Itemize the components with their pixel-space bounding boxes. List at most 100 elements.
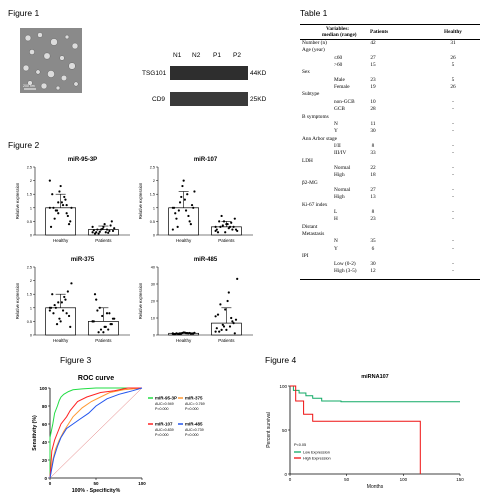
x-tick-label: 50 [93, 481, 99, 486]
y-tick-label: 1 [30, 206, 32, 210]
table-cell-label: Ann Arbor stage [302, 135, 338, 142]
data-point [113, 227, 116, 230]
table-cell-healthy: - [452, 98, 454, 105]
figure1-title: Figure 1 [8, 8, 40, 18]
table-cell-healthy: - [452, 245, 454, 252]
data-point [218, 330, 221, 333]
data-point [66, 214, 69, 218]
table-cell-label: Sex [302, 69, 310, 76]
x-tick-label: 150 [456, 477, 464, 482]
data-point [109, 323, 112, 326]
table-row: Distant [300, 224, 480, 231]
y-tick-label: 20 [151, 300, 155, 304]
data-point [57, 201, 60, 204]
data-point [236, 277, 239, 280]
data-point [234, 228, 238, 231]
table-row: High (3-5) 12 - [300, 268, 480, 275]
data-point [192, 332, 195, 335]
x-tick-label: Patients [218, 238, 235, 243]
data-point [221, 224, 224, 227]
y-tick-label: 2.5 [27, 266, 32, 270]
data-point [177, 332, 180, 336]
data-point [111, 229, 115, 233]
data-point [233, 332, 236, 335]
legend-auc: AUC= 0.769 [185, 402, 205, 406]
table-cell-label: High [334, 194, 345, 201]
x-tick-label: Patients [95, 238, 112, 243]
chart-title: miR-375 [71, 257, 95, 263]
chart-title: miR-485 [194, 257, 218, 263]
data-point [219, 225, 222, 228]
table-cell-patients: 42 [370, 40, 376, 46]
y-tick-label: 1.5 [27, 193, 32, 197]
table-cell-label: Subtype [302, 91, 320, 98]
figure4-survival-chart: miRNA107 0 50 100 0 50 100 150 Months Percent sur… [266, 374, 464, 490]
western-blot: N1 N2 P1 P2 TSG101 44KD CD9 25KD [140, 52, 266, 112]
y-tick-label: 0 [30, 234, 32, 238]
table-cell-label: Ki-67 index [302, 201, 328, 208]
table-cell-label: High (3-5) [334, 267, 357, 274]
data-point [102, 331, 105, 334]
table-cell-healthy: - [452, 120, 454, 127]
table-cell-patients: 19 [370, 84, 376, 91]
data-point [175, 332, 178, 335]
data-point [101, 314, 104, 318]
protein-label-cd9: CD9 [152, 96, 166, 103]
data-point [95, 231, 98, 234]
lane-label-n1: N1 [173, 52, 182, 59]
survival-line-high-expression [290, 385, 421, 474]
data-point [180, 195, 183, 199]
table-cell-label: Male [334, 76, 345, 83]
data-point [61, 203, 65, 207]
legend-auc: AUC=0.949 [155, 402, 174, 406]
chart-title: miR-107 [194, 157, 218, 163]
data-point [228, 325, 232, 328]
scale-bar-label: 200 nm [23, 84, 35, 88]
y-tick-label: 2 [153, 179, 155, 183]
data-point [60, 201, 63, 204]
table-cell-healthy: - [452, 142, 454, 149]
table-row: N 11 - [300, 121, 480, 128]
table-cell-healthy: - [452, 260, 454, 267]
y-tick-label: 40 [151, 266, 155, 270]
legend-label: miR-485 [185, 422, 203, 427]
legend-pvalue: P=0.000 [185, 433, 199, 437]
y-tick-label: 2.5 [150, 166, 155, 170]
data-point [183, 198, 186, 201]
figure3-title: Figure 3 [60, 355, 92, 365]
legend-label: miR-95-3P [155, 396, 177, 401]
data-point [65, 312, 68, 315]
y-axis-label: Percent survival [266, 412, 272, 448]
data-point [65, 212, 68, 215]
data-point [234, 318, 238, 321]
data-point [171, 228, 174, 231]
data-point [183, 331, 186, 334]
data-point [51, 193, 54, 196]
y-tick-label: 1.5 [150, 193, 155, 197]
table-cell-patients: 33 [370, 150, 376, 157]
data-point [228, 225, 232, 228]
x-tick-label: Healthy [176, 338, 192, 343]
y-tick-label: 0 [30, 334, 32, 338]
legend-pvalue: P=0.000 [155, 433, 169, 437]
data-point [95, 298, 98, 301]
data-point [52, 312, 55, 315]
table-cell-patients: 23 [370, 76, 376, 83]
data-point [104, 231, 107, 234]
data-point [61, 309, 65, 312]
table-row: High 13 - [300, 194, 480, 201]
chart-title: miR-95-3P [68, 157, 97, 163]
data-point [190, 203, 194, 207]
table-cell-patients: 28 [370, 106, 376, 113]
table-row: Female 19 26 [300, 84, 480, 91]
data-point [172, 206, 176, 209]
data-point [225, 328, 228, 331]
y-tick-label: 0.5 [150, 220, 155, 224]
y-axis-label: Relative expression [138, 182, 143, 219]
data-point [60, 301, 63, 304]
data-point [192, 206, 195, 209]
table-cell-label: Number (n) [302, 40, 327, 46]
data-point [53, 217, 56, 220]
data-point [181, 331, 184, 335]
data-point [51, 293, 54, 296]
